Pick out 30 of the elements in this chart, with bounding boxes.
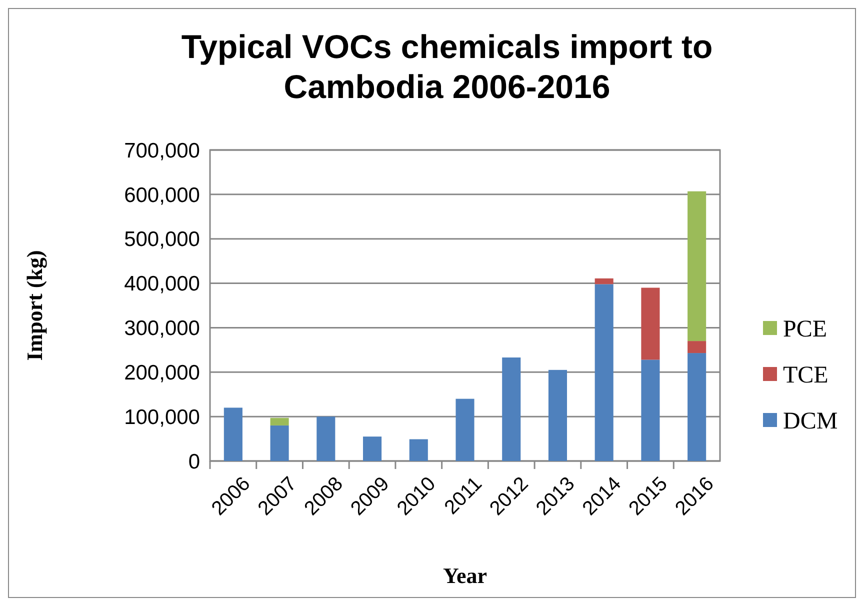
bar: [270, 418, 289, 426]
y-tick-label: 300,000: [124, 317, 200, 340]
y-tick-label: 400,000: [124, 272, 200, 296]
bar: [502, 357, 521, 461]
bar: [363, 436, 382, 461]
bar: [594, 284, 614, 461]
bar: [224, 408, 242, 461]
bar: [641, 288, 660, 360]
bar: [456, 398, 474, 461]
y-tick-label: 100,000: [124, 406, 200, 429]
bar: [270, 425, 289, 461]
y-tick-label: 0: [188, 450, 200, 474]
legend-label: TCE: [783, 362, 828, 388]
y-tick-label: 700,000: [124, 139, 200, 162]
bar: [316, 416, 336, 461]
y-tick-label: 500,000: [124, 228, 200, 252]
y-tick-label: 200,000: [124, 361, 200, 384]
legend-label: DCM: [783, 408, 838, 434]
bar: [688, 353, 706, 461]
bar: [688, 191, 706, 342]
bar: [641, 360, 660, 461]
bar: [548, 370, 567, 461]
x-axis-title: Year: [443, 563, 488, 588]
bar: [409, 439, 428, 461]
y-tick-label: 600,000: [124, 184, 200, 207]
bar: [688, 341, 706, 354]
legend-label: PCE: [783, 316, 828, 342]
bar: [594, 278, 614, 284]
chart-title: Typical VOCs chemicals import to Cambodia 2006-2016: [181, 28, 713, 105]
y-axis-title: Import (kg): [22, 250, 47, 361]
